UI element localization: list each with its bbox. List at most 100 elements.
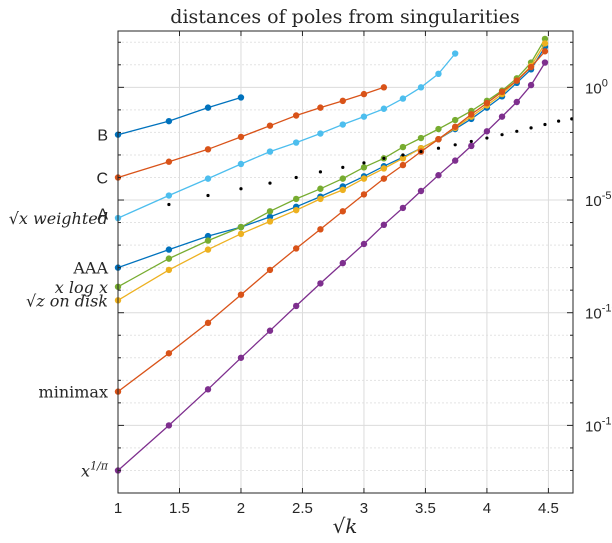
data-point <box>399 155 407 162</box>
data-point <box>399 95 407 102</box>
data-point <box>500 133 504 137</box>
data-point <box>237 133 245 141</box>
data-point <box>451 123 459 130</box>
y-tick-label: 10-15 <box>585 415 612 435</box>
data-point <box>204 146 212 153</box>
x-tick-label: 4.5 <box>538 500 559 517</box>
series-line <box>117 86 385 179</box>
data-point <box>529 126 533 130</box>
series-label: √z on disk <box>26 291 108 310</box>
data-point <box>485 136 489 140</box>
data-point <box>360 240 368 248</box>
series-label: x log x <box>55 278 108 297</box>
data-point <box>339 97 346 105</box>
data-point <box>513 77 521 84</box>
data-point <box>165 255 173 262</box>
data-point <box>515 129 519 133</box>
data-point <box>266 208 274 215</box>
series-minimax <box>114 48 549 395</box>
x-tick-label: 1.5 <box>169 500 190 517</box>
data-point <box>417 187 425 195</box>
data-point <box>360 164 368 171</box>
data-series <box>114 35 574 474</box>
data-point <box>292 206 300 214</box>
data-point <box>237 223 245 231</box>
data-point <box>237 94 245 101</box>
series-label: B <box>97 128 108 145</box>
data-point <box>204 175 212 182</box>
data-point <box>468 111 475 118</box>
axes <box>117 30 574 494</box>
data-point <box>541 35 549 43</box>
series-x-1- <box>114 59 549 474</box>
data-point <box>360 113 368 120</box>
data-point <box>165 117 173 125</box>
series-label: AAA <box>72 259 108 278</box>
series-label: A <box>97 207 108 224</box>
data-point <box>435 172 442 179</box>
series-label: √x weighted <box>9 209 108 228</box>
data-point <box>513 98 521 106</box>
data-point <box>266 122 274 129</box>
data-point <box>266 148 274 155</box>
x-tick-labels: 1 1.5 2 2.5 3 3.5 4 4.5 <box>114 500 559 517</box>
data-point <box>266 218 274 225</box>
data-point <box>206 193 210 198</box>
data-point <box>399 143 407 151</box>
data-point <box>317 104 324 111</box>
data-point <box>239 187 243 191</box>
data-point <box>380 105 388 112</box>
data-point <box>339 186 346 194</box>
data-point <box>317 185 324 192</box>
data-point <box>317 130 324 137</box>
data-point <box>436 146 441 150</box>
data-point <box>483 128 491 135</box>
data-point <box>266 327 274 334</box>
series--x-weighted <box>114 50 459 222</box>
data-point <box>360 175 368 182</box>
data-point <box>435 125 442 133</box>
data-point <box>380 84 388 91</box>
y-tick-labels: 100 10-5 10-10 10-15 <box>585 77 612 435</box>
series-line <box>117 53 456 219</box>
y-tick-label: 10-5 <box>585 190 611 210</box>
data-point <box>417 84 425 91</box>
data-point <box>401 153 405 157</box>
data-point <box>266 213 274 221</box>
y-tick-label: 10-10 <box>585 303 612 323</box>
data-point <box>204 237 212 244</box>
data-point <box>557 119 561 123</box>
data-point <box>167 202 171 207</box>
data-point <box>468 142 475 150</box>
series-c <box>114 84 388 181</box>
data-point <box>417 134 425 142</box>
data-point <box>237 230 245 238</box>
data-point <box>204 104 212 111</box>
series-b <box>114 94 245 138</box>
x-tick-label: 3.5 <box>415 500 436 517</box>
data-point <box>380 221 388 229</box>
data-point <box>237 354 245 361</box>
data-point <box>318 170 323 174</box>
data-point <box>341 165 345 169</box>
data-point <box>317 226 324 233</box>
data-point <box>380 175 388 182</box>
data-point <box>498 113 506 120</box>
data-point <box>380 165 388 172</box>
data-point <box>339 175 346 182</box>
series-label: x1/π <box>81 459 109 480</box>
x-tick-label: 3 <box>360 500 368 517</box>
data-point <box>435 70 442 78</box>
data-point <box>399 204 407 212</box>
data-point <box>543 122 547 127</box>
data-point <box>204 246 212 253</box>
data-point <box>292 302 300 310</box>
data-point <box>541 48 549 55</box>
plot-frame <box>117 30 574 494</box>
series-label: C <box>96 170 108 187</box>
data-point <box>469 139 473 144</box>
data-point <box>541 40 549 47</box>
